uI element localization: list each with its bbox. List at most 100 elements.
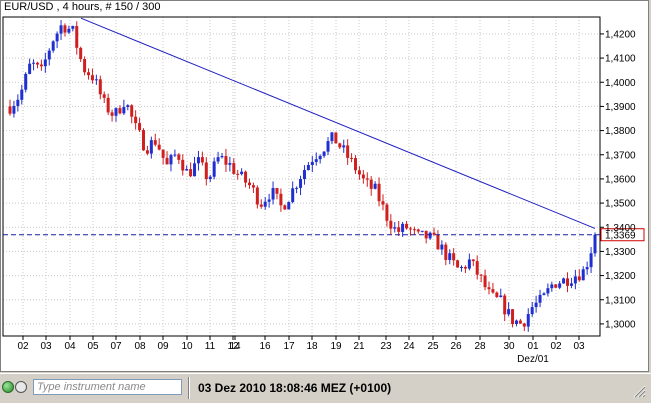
y-tick-label: 1,4100 [605,54,636,65]
x-tick-label: 17 [283,341,295,352]
x-tick-label: 18 [306,341,318,352]
candle-body [126,105,130,107]
y-tick-label: 1,3300 [605,247,636,258]
resize-grip-icon[interactable] [632,384,646,398]
candle-body [306,164,310,171]
candle-body [267,199,271,202]
candle-body [83,59,87,73]
candle-body [196,157,200,164]
candle-body [287,202,291,210]
candle-body [314,159,318,162]
candle-body [28,63,32,74]
candle-body [114,108,118,116]
candle-body [157,144,161,150]
candle-body [530,307,534,315]
server-datetime: 03 Dez 2010 18:08:46 MEZ (+0100) [198,381,392,395]
candle-body [247,182,251,186]
candle-body [554,284,558,288]
candle-body [495,292,499,298]
candle-body [291,188,295,203]
candle-body [212,161,216,177]
candles [8,20,597,332]
candle-body [134,116,138,124]
month-label: Dez/01 [517,354,549,365]
candle-body [110,112,114,116]
candle-body [456,260,460,268]
candle-body [224,156,228,165]
candle-body [393,227,397,229]
candle-body [428,232,432,239]
y-tick-label: 1,3200 [605,271,636,282]
y-tick-label: 1,3500 [605,199,636,210]
candle-body [153,140,157,145]
candle-body [514,320,518,324]
candle-body [511,309,515,324]
x-tick-label: 09 [157,341,169,352]
y-tick-label: 1,4000 [605,78,636,89]
candle-body [377,183,381,202]
y-tick-label: 1,3000 [605,319,636,330]
candle-body [365,178,369,180]
candle-body [90,75,94,81]
y-tick-label: 1,3600 [605,174,636,185]
candle-body [585,267,589,270]
connected-icon [2,381,14,393]
price-chart[interactable]: 1,3369 1,4200 1,4100 1,4000 1,3900 1,3800 1,3… [1,1,650,373]
candle-body [94,79,98,81]
candle-body [436,234,440,250]
candle-body [401,223,405,232]
candle-body [463,266,467,269]
candle-body [420,230,424,232]
x-tick-label: 30 [503,341,515,352]
candle-body [448,253,452,260]
candle-body [432,232,436,235]
candle-body [55,33,59,42]
current-price-box [600,228,645,242]
x-tick-label: 24 [403,341,415,352]
candle-body [255,187,259,205]
candle-body [483,275,487,288]
y-axis: 1,4200 1,4100 1,4000 1,3900 1,3800 1,3700 1,36… [600,29,636,330]
candle-body [534,302,538,308]
candle-body [334,132,338,144]
candle-body [573,276,577,284]
candle-body [149,140,153,154]
x-tick-label: 10 [181,341,193,352]
candle-body [251,185,255,188]
candle-body [479,274,483,276]
candle-body [141,130,145,151]
candle-body [342,145,346,148]
candle-body [526,314,530,327]
candle-body [145,150,149,154]
candle-body [361,174,365,179]
x-tick-label: 03 [573,341,585,352]
candle-body [275,188,279,194]
candle-body [106,97,110,113]
candle-body [416,229,420,232]
candle-body [542,293,546,295]
instrument-search-input[interactable] [33,379,182,395]
candle-body [302,170,306,180]
candle-body [279,193,283,206]
candle-body [185,169,189,171]
divider [188,377,190,399]
connection-indicator[interactable] [2,378,30,396]
trendline [80,17,596,229]
x-tick-label: 02 [550,341,562,352]
candle-body [452,253,456,261]
candle-body [71,26,75,29]
x-tick-label: 04 [64,341,76,352]
candle-body [408,228,412,230]
candle-body [228,163,232,165]
candle-body [538,294,542,303]
candle-body [193,163,197,177]
x-tick-label: 16 [259,341,271,352]
candle-body [518,320,522,324]
candle-body [236,173,240,175]
candle-body [24,73,28,90]
candle-body [589,253,593,268]
candle-body [424,230,428,239]
x-tick-label: 08 [134,341,146,352]
candle-body [475,261,479,275]
candle-body [16,99,20,107]
